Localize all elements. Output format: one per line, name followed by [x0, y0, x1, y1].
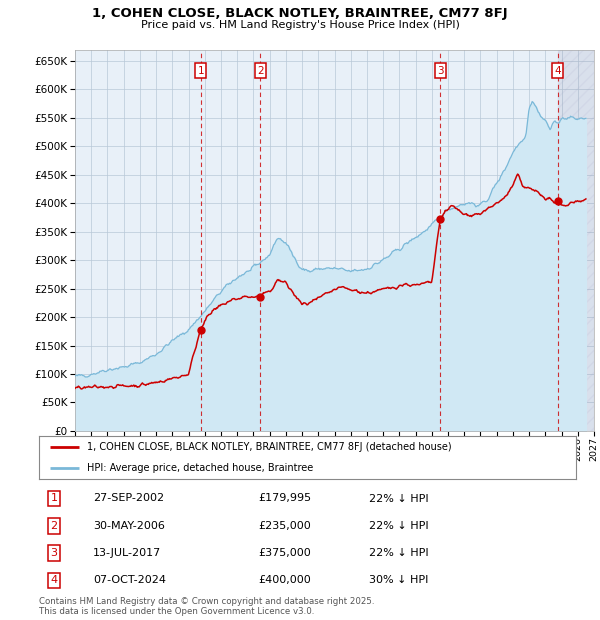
Text: 3: 3 [50, 548, 58, 558]
Text: Price paid vs. HM Land Registry's House Price Index (HPI): Price paid vs. HM Land Registry's House … [140, 20, 460, 30]
Text: 22% ↓ HPI: 22% ↓ HPI [369, 548, 428, 558]
Text: £235,000: £235,000 [258, 521, 311, 531]
Text: 13-JUL-2017: 13-JUL-2017 [93, 548, 161, 558]
Text: 1, COHEN CLOSE, BLACK NOTLEY, BRAINTREE, CM77 8FJ: 1, COHEN CLOSE, BLACK NOTLEY, BRAINTREE,… [92, 7, 508, 20]
Text: 27-SEP-2002: 27-SEP-2002 [93, 494, 164, 503]
Text: 3: 3 [437, 66, 444, 76]
Text: 4: 4 [554, 66, 561, 76]
Text: 30% ↓ HPI: 30% ↓ HPI [369, 575, 428, 585]
Text: 07-OCT-2024: 07-OCT-2024 [93, 575, 166, 585]
Text: 1, COHEN CLOSE, BLACK NOTLEY, BRAINTREE, CM77 8FJ (detached house): 1, COHEN CLOSE, BLACK NOTLEY, BRAINTREE,… [88, 442, 452, 452]
Text: £375,000: £375,000 [258, 548, 311, 558]
Text: 30-MAY-2006: 30-MAY-2006 [93, 521, 165, 531]
Text: 2: 2 [257, 66, 263, 76]
Text: 2: 2 [50, 521, 58, 531]
Text: £400,000: £400,000 [258, 575, 311, 585]
Text: 22% ↓ HPI: 22% ↓ HPI [369, 521, 428, 531]
Text: Contains HM Land Registry data © Crown copyright and database right 2025.
This d: Contains HM Land Registry data © Crown c… [39, 597, 374, 616]
Text: 1: 1 [197, 66, 204, 76]
Text: £179,995: £179,995 [258, 494, 311, 503]
Text: 22% ↓ HPI: 22% ↓ HPI [369, 494, 428, 503]
Text: 1: 1 [50, 494, 58, 503]
Text: 4: 4 [50, 575, 58, 585]
Text: HPI: Average price, detached house, Braintree: HPI: Average price, detached house, Brai… [88, 463, 314, 473]
